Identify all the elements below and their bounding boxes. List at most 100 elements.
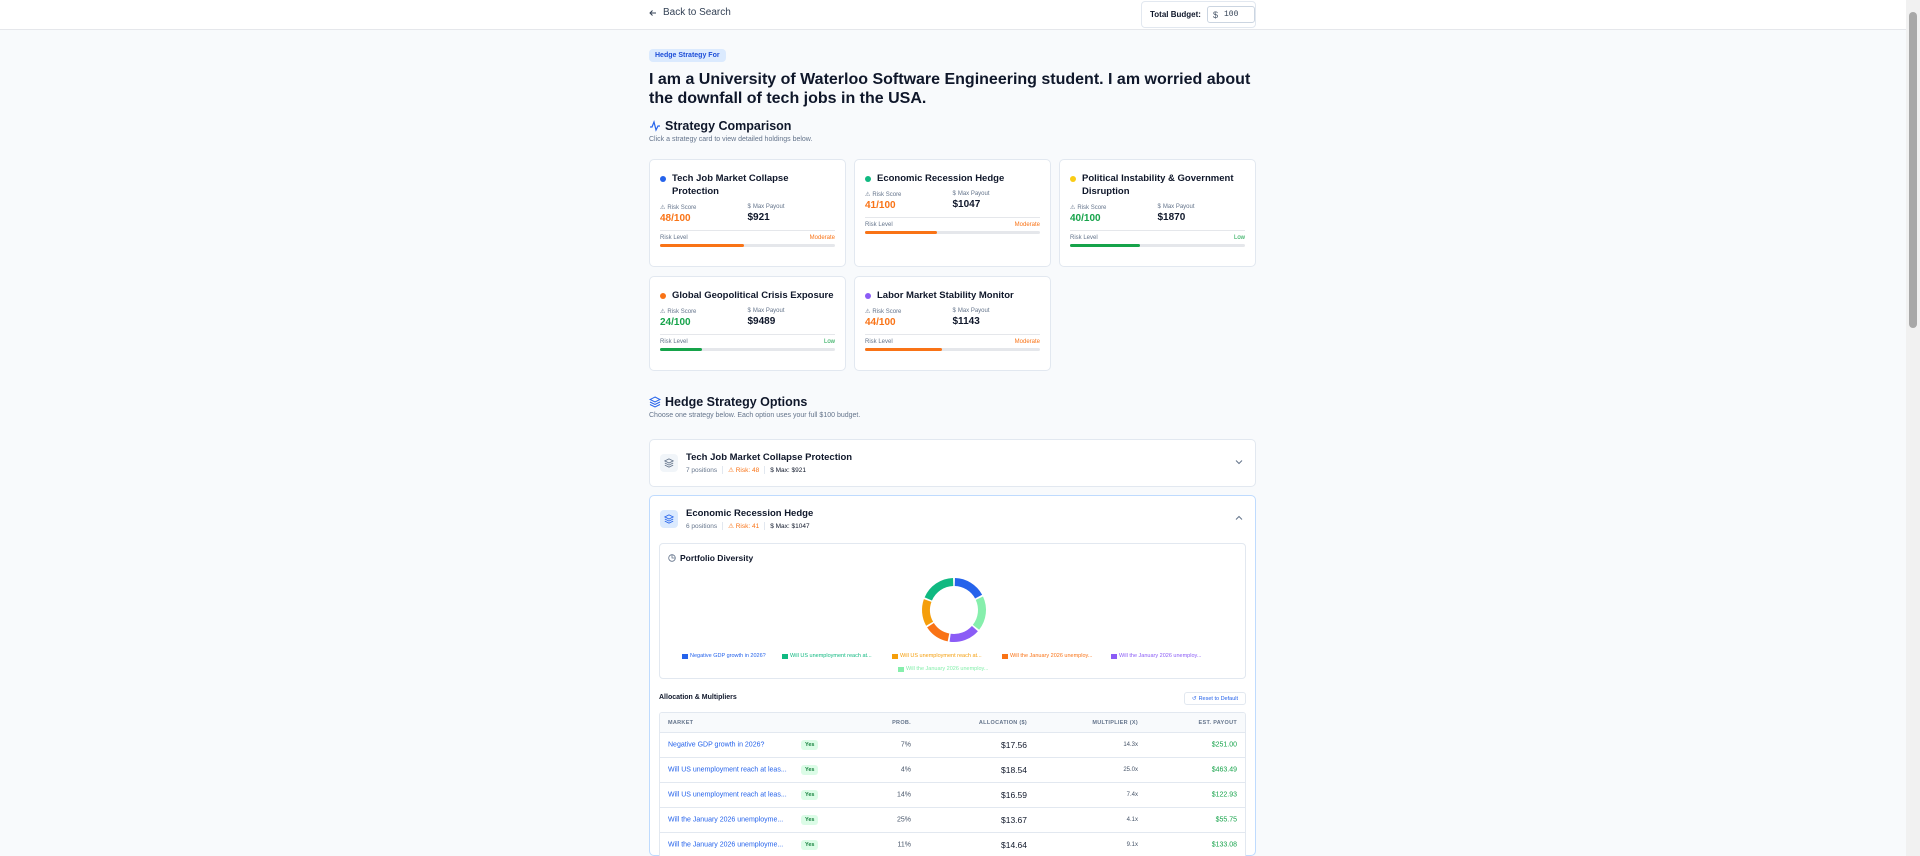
multiplier: 25.0x xyxy=(1123,767,1138,773)
risk-warning-icon: ⚠ xyxy=(865,192,871,198)
legend-item[interactable]: Will the January 2026 unemploy... xyxy=(898,666,988,672)
donut-slice[interactable] xyxy=(972,596,986,630)
legend-item[interactable]: Negative GDP growth in 2026? xyxy=(682,653,766,659)
reset-to-default-button[interactable]: ↺ Reset to Default xyxy=(1184,692,1246,705)
donut-slice[interactable] xyxy=(924,578,954,601)
legend-label: Will the January 2026 unemploy... xyxy=(1119,653,1202,659)
column-header-allocation: ALLOCATION ($) xyxy=(978,719,1027,726)
column-header-payout: EST. PAYOUT xyxy=(1198,719,1237,726)
chevron-down-icon[interactable] xyxy=(1235,458,1243,466)
top-bar: Back to Search Total Budget: $ xyxy=(0,0,1906,30)
card-title: Political Instability & Government Disru… xyxy=(1082,173,1234,197)
strategy-card[interactable]: Economic Recession Hedge ⚠ Risk Score 41/… xyxy=(854,159,1051,267)
donut-slice[interactable] xyxy=(922,599,934,626)
legend-item[interactable]: Will US unemployment reach at... xyxy=(892,653,982,659)
donut-slice[interactable] xyxy=(954,578,983,599)
layers-icon xyxy=(660,510,678,528)
card-title: Labor Market Stability Monitor xyxy=(877,290,1014,301)
donut-slice[interactable] xyxy=(949,625,978,642)
max-payout-value: $1047 xyxy=(952,199,981,210)
legend-label: Will the January 2026 unemploy... xyxy=(906,666,989,672)
estimated-payout: $122.93 xyxy=(1211,791,1237,799)
allocation-amount[interactable]: $18.54 xyxy=(1001,765,1027,775)
legend-swatch xyxy=(782,653,788,659)
risk-score-label: ⚠ Risk Score xyxy=(865,191,902,199)
multiplier: 9.1x xyxy=(1126,842,1138,848)
legend-item[interactable]: Will the January 2026 unemploy... xyxy=(1002,653,1092,659)
probability: 25% xyxy=(896,816,911,824)
layers-icon xyxy=(649,396,661,408)
legend-swatch xyxy=(1002,653,1008,659)
back-label: Back to Search xyxy=(663,7,731,18)
chevron-up-icon[interactable] xyxy=(1235,514,1243,522)
table-row: Will US unemployment reach at leas... Ye… xyxy=(660,783,1245,808)
estimated-payout: $133.08 xyxy=(1211,841,1237,849)
risk-score-value: 44/100 xyxy=(865,317,896,328)
market-link[interactable]: Will US unemployment reach at leas... xyxy=(668,766,787,774)
back-to-search-link[interactable]: Back to Search xyxy=(648,7,731,18)
strategy-card[interactable]: Labor Market Stability Monitor ⚠ Risk Sco… xyxy=(854,276,1051,371)
max-payout: $ Max: $921 xyxy=(770,466,806,474)
market-link[interactable]: Will the January 2026 unemployme... xyxy=(668,841,784,849)
max-payout-value: $1143 xyxy=(952,316,980,327)
max-payout-label: $ Max Payout xyxy=(747,204,785,210)
risk-level-fill xyxy=(865,231,937,234)
max-payout-label: $ Max Payout xyxy=(1157,204,1195,210)
reset-label: Reset to Default xyxy=(1198,695,1239,702)
donut-slice[interactable] xyxy=(927,622,950,642)
allocation-amount[interactable]: $16.59 xyxy=(1001,790,1027,800)
strategy-card[interactable]: Political Instability & Government Disru… xyxy=(1059,159,1256,267)
risk-level-label: Risk Level xyxy=(1070,235,1098,241)
risk-warning-icon: ⚠ xyxy=(865,309,871,315)
card-title: Economic Recession Hedge xyxy=(877,173,1005,184)
positions-count: 6 positions xyxy=(686,522,718,530)
budget-input[interactable] xyxy=(1223,10,1252,19)
strategy-option-tech[interactable]: Tech Job Market Collapse Protection 7 po… xyxy=(649,439,1256,487)
risk-level-label: Risk Level xyxy=(660,339,688,345)
page-title: I am a University of Waterloo Software E… xyxy=(649,71,1251,107)
side-badge: Yes xyxy=(801,765,819,775)
options-header: Hedge Strategy Options Choose one strate… xyxy=(649,395,860,419)
total-budget: Total Budget: $ xyxy=(1141,1,1256,28)
risk-level-fill xyxy=(660,244,744,247)
side-badge: Yes xyxy=(801,840,819,850)
panel-title: Portfolio Diversity xyxy=(680,553,754,563)
risk-score-label: ⚠ Risk Score xyxy=(660,204,697,212)
reset-icon: ↺ xyxy=(1191,695,1197,702)
strategy-color-dot xyxy=(865,293,871,299)
strategy-card[interactable]: Tech Job Market Collapse Protection ⚠ Ris… xyxy=(649,159,846,267)
allocation-amount[interactable]: $13.67 xyxy=(1001,815,1027,825)
risk-level-label: Risk Level xyxy=(865,222,893,228)
budget-label: Total Budget: xyxy=(1150,10,1201,19)
market-link[interactable]: Negative GDP growth in 2026? xyxy=(668,741,765,749)
legend-item[interactable]: Will US unemployment reach at... xyxy=(782,653,872,659)
allocation-amount[interactable]: $17.56 xyxy=(1001,740,1027,750)
risk-badge: ⚠ Risk: 41 xyxy=(728,523,760,530)
card-title-row: Political Instability & Government Disru… xyxy=(1070,172,1245,198)
market-link[interactable]: Will the January 2026 unemployme... xyxy=(668,816,784,824)
estimated-payout: $251.00 xyxy=(1211,741,1237,749)
risk-warning-icon: ⚠ xyxy=(660,205,666,211)
positions-count: 7 positions xyxy=(686,466,718,474)
multiplier: 14.3x xyxy=(1123,742,1138,748)
budget-field: $ xyxy=(1206,6,1255,23)
max-payout: $ Max: $1047 xyxy=(770,522,810,530)
market-link[interactable]: Will US unemployment reach at leas... xyxy=(668,791,787,799)
strategy-color-dot xyxy=(660,293,666,299)
dollar-icon: $ xyxy=(952,308,956,314)
table-row: Will the January 2026 unemployme... Yes … xyxy=(660,833,1245,856)
page-scrollbar[interactable] xyxy=(1906,0,1920,856)
risk-level-value: Low xyxy=(823,339,835,345)
side-badge: Yes xyxy=(801,790,819,800)
strategy-card[interactable]: Global Geopolitical Crisis Exposure ⚠ Ris… xyxy=(649,276,846,371)
allocation-amount[interactable]: $14.64 xyxy=(1001,840,1027,850)
legend-swatch xyxy=(892,653,898,659)
option-title: Economic Recession Hedge xyxy=(686,508,814,519)
legend-label: Will US unemployment reach at... xyxy=(900,653,982,659)
strategy-comparison-header: Strategy Comparison Click a strategy car… xyxy=(649,119,812,143)
risk-level-label: Risk Level xyxy=(865,339,893,345)
legend-item[interactable]: Will the January 2026 unemploy... xyxy=(1111,653,1201,659)
column-header-market: MARKET xyxy=(668,719,694,726)
scrollbar-thumb[interactable] xyxy=(1909,12,1917,328)
card-title-row: Labor Market Stability Monitor xyxy=(865,289,1040,302)
